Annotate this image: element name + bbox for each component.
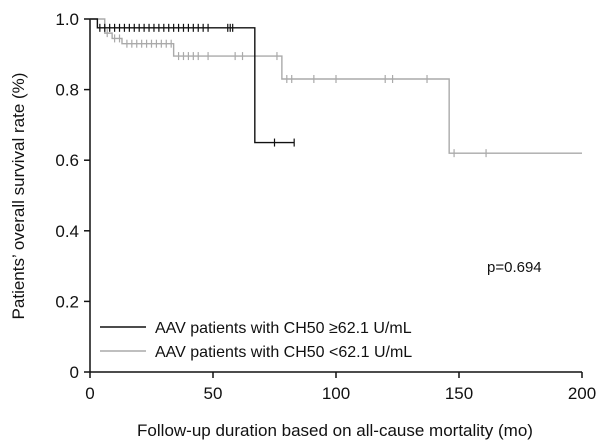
x-tick-label: 150 <box>445 384 473 403</box>
y-tick-label: 0.2 <box>55 292 79 311</box>
y-tick-label: 1.0 <box>55 10 79 29</box>
series-layer <box>90 18 582 158</box>
legend: AAV patients with CH50 ≥62.1 U/mL AAV pa… <box>100 320 412 361</box>
y-tick-label: 0 <box>70 363 79 382</box>
legend-label-series-1: AAV patients with CH50 ≥62.1 U/mL <box>155 320 412 337</box>
y-axis-title: Patients’ overall survival rate (%) <box>9 73 28 320</box>
p-value-annotation: p=0.694 <box>487 259 542 276</box>
legend-label-series-2: AAV patients with CH50 <62.1 U/mL <box>155 344 412 361</box>
x-tick-label: 100 <box>322 384 350 403</box>
y-tick-label: 0.4 <box>55 222 79 241</box>
tick-marks <box>84 18 583 378</box>
y-tick-label: 0.8 <box>55 81 79 100</box>
x-axis-title: Follow-up duration based on all-cause mo… <box>137 421 533 440</box>
tick-labels: 0 50 100 150 200 0 0.2 0.4 0.6 0.8 1.0 <box>55 10 596 403</box>
x-tick-label: 0 <box>85 384 94 403</box>
survival-curve-series-2 <box>90 18 582 154</box>
x-tick-label: 200 <box>568 384 596 403</box>
x-tick-label: 50 <box>204 384 223 403</box>
survival-curve-series-1 <box>90 18 295 144</box>
y-tick-label: 0.6 <box>55 151 79 170</box>
